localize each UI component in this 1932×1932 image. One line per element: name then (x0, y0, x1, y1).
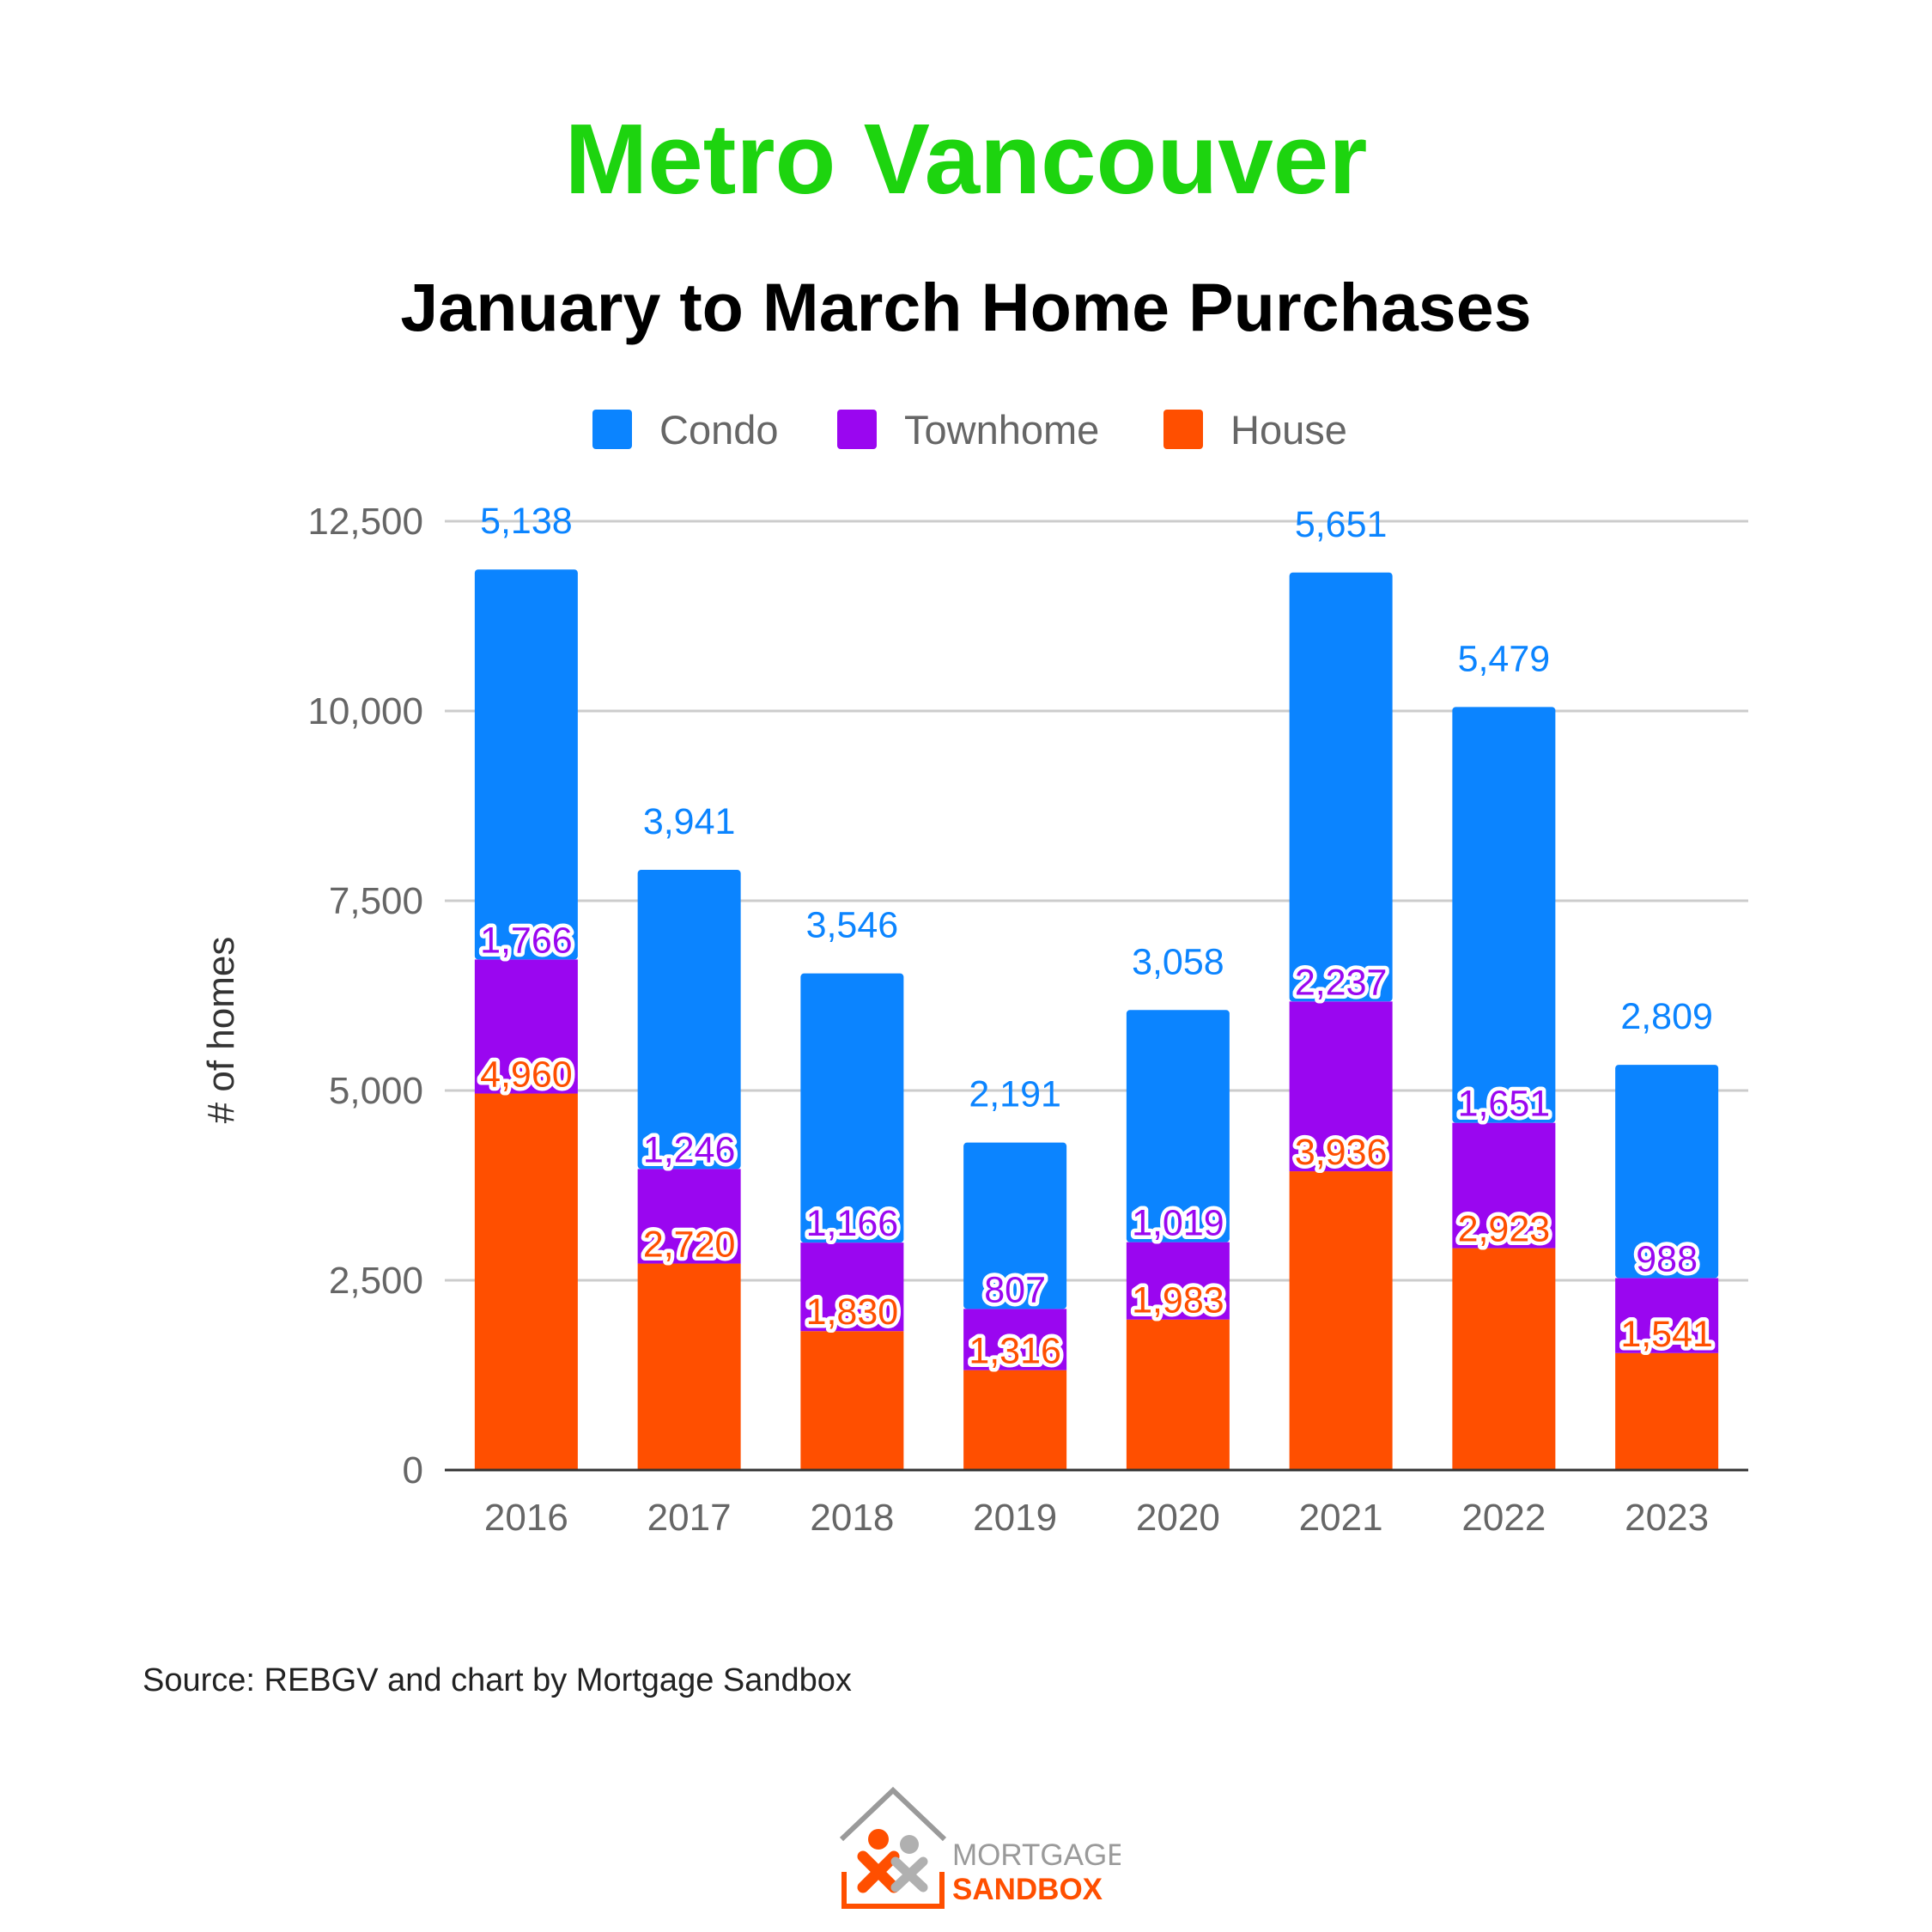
bar-house-2017 (637, 1263, 741, 1470)
label-condo-2023: 2,809 (1620, 996, 1713, 1037)
bar-house-2018 (800, 1331, 904, 1470)
x-tick-label: 2022 (1461, 1497, 1546, 1539)
label-townhome-2022: 1,651 (1458, 1084, 1551, 1125)
bar-condo-2016 (474, 569, 578, 960)
x-tick-label: 2017 (647, 1497, 732, 1539)
bar-house-2016 (474, 1093, 578, 1470)
bar-house-2019 (963, 1370, 1067, 1470)
label-house-2018: 1,830 (806, 1291, 899, 1333)
bar-townhome-2017 (637, 1169, 741, 1264)
x-tick-label: 2018 (810, 1497, 894, 1539)
label-condo-2022: 5,479 (1458, 638, 1551, 679)
label-house-2020: 1,983 (1132, 1280, 1224, 1321)
chart-title: Metro Vancouver (564, 103, 1368, 215)
bar-house-2021 (1289, 1171, 1393, 1470)
legend-label-townhome: Townhome (904, 407, 1099, 453)
y-tick-label: 7,500 (329, 880, 423, 922)
bar-condo-2023 (1615, 1065, 1719, 1279)
house-logo-icon: MORTGAGE SANDBOX (839, 1786, 1127, 1909)
x-tick-label: 2023 (1625, 1497, 1709, 1539)
label-condo-2021: 5,651 (1295, 504, 1388, 545)
label-condo-2019: 2,191 (969, 1074, 1061, 1115)
y-tick-label: 5,000 (329, 1070, 423, 1112)
label-townhome-2016: 1,766 (480, 920, 573, 961)
bar-condo-2019 (963, 1142, 1067, 1309)
label-condo-2017: 3,941 (643, 801, 736, 842)
label-townhome-2023: 988 (1636, 1238, 1698, 1279)
label-house-2019: 1,316 (969, 1331, 1061, 1372)
label-house-2017: 2,720 (643, 1224, 736, 1266)
label-condo-2016: 5,138 (480, 501, 573, 542)
chart-subtitle: January to March Home Purchases (400, 269, 1532, 345)
label-townhome-2017: 1,246 (643, 1129, 736, 1170)
bar-house-2020 (1126, 1319, 1230, 1470)
bar-condo-2022 (1452, 707, 1556, 1123)
bar-house-2023 (1615, 1352, 1719, 1470)
legend-label-condo: Condo (659, 407, 779, 453)
label-townhome-2018: 1,166 (806, 1203, 899, 1244)
bar-condo-2018 (800, 973, 904, 1243)
bar-townhome-2019 (963, 1309, 1067, 1370)
bar-townhome-2023 (1615, 1278, 1719, 1353)
logo-text-mortgage: MORTGAGE (952, 1838, 1121, 1872)
x-tick-label: 2020 (1136, 1497, 1220, 1539)
label-house-2021: 3,936 (1295, 1132, 1388, 1173)
bar-townhome-2022 (1452, 1122, 1556, 1249)
y-axis-label: # of homes (200, 937, 242, 1124)
bar-townhome-2021 (1289, 1001, 1393, 1172)
y-tick-label: 0 (403, 1449, 423, 1492)
data-labels: 5,138 1,766 4,960 3,941 1,246 2,720 3,546 1,166… (477, 501, 1717, 1376)
y-tick-label: 2,500 (329, 1260, 423, 1302)
y-tick-label: 12,500 (307, 501, 423, 543)
x-tick-label: 2016 (484, 1497, 568, 1539)
x-tick-label: 2019 (973, 1497, 1057, 1539)
source-note: Source: REBGV and chart by Mortgage Sand… (143, 1662, 852, 1698)
legend-swatch-condo (592, 410, 632, 449)
label-townhome-2021: 2,237 (1295, 962, 1388, 1003)
bar-house-2022 (1452, 1248, 1556, 1470)
stacked-bar-chart: Condo Townhome House 0 2,500 5,000 7,500 10,00… (200, 407, 1748, 1539)
bars (474, 569, 1719, 1470)
chart-legend: Condo Townhome House (592, 407, 1347, 453)
bar-townhome-2016 (474, 959, 578, 1094)
legend-swatch-house (1163, 410, 1203, 449)
label-condo-2018: 3,546 (806, 905, 899, 946)
label-condo-2020: 3,058 (1132, 941, 1224, 982)
label-house-2022: 2,923 (1458, 1209, 1551, 1250)
y-axis: 0 2,500 5,000 7,500 10,000 12,500 # of homes (200, 501, 423, 1492)
label-house-2023: 1,541 (1620, 1314, 1713, 1355)
y-tick-label: 10,000 (307, 690, 423, 732)
x-axis: 2016 2017 2018 2019 2020 2021 2022 2023 (445, 1468, 1748, 1539)
label-house-2016: 4,960 (480, 1054, 573, 1096)
mortgage-sandbox-logo: MORTGAGE SANDBOX (837, 1786, 1127, 1919)
logo-text-sandbox: SANDBOX (952, 1873, 1103, 1906)
bar-condo-2017 (637, 870, 741, 1170)
x-tick-label: 2021 (1299, 1497, 1383, 1539)
bar-townhome-2018 (800, 1242, 904, 1332)
bar-condo-2020 (1126, 1010, 1230, 1242)
legend-swatch-townhome (837, 410, 877, 449)
label-townhome-2019: 807 (984, 1269, 1046, 1310)
label-townhome-2020: 1,019 (1132, 1203, 1224, 1244)
legend-label-house: House (1230, 407, 1347, 453)
bar-condo-2021 (1289, 572, 1393, 1002)
bar-townhome-2020 (1126, 1242, 1230, 1320)
